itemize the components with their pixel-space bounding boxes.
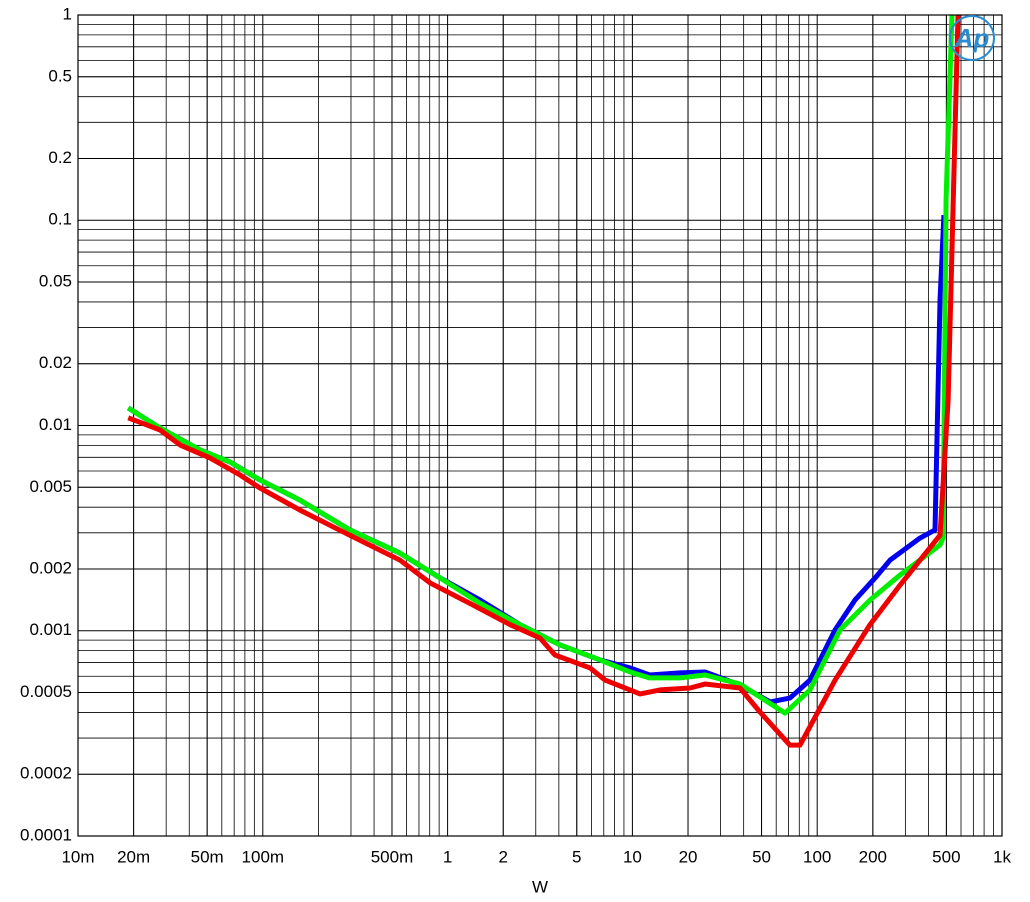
y-tick-label: 1 [63,4,72,23]
x-tick-label: 100 [803,847,831,866]
x-tick-label: 1 [443,847,452,866]
x-tick-label: 10m [61,847,94,866]
y-tick-label: 0.002 [29,558,72,577]
x-tick-label: 100m [242,847,285,866]
y-tick-label: 0.2 [48,148,72,167]
series-lines [126,15,961,748]
x-tick-label: 20 [679,847,698,866]
x-tick-label: 2 [498,847,507,866]
grid [77,14,1003,837]
y-tick-label: 0.01 [39,415,72,434]
x-tick-label: 50 [752,847,771,866]
series-line [126,15,955,716]
y-tick-label: 0.0002 [20,764,72,783]
y-tick-label: 0.005 [29,477,72,496]
series-line [127,15,961,748]
x-tick-label: 500 [932,847,960,866]
y-tick-label: 0.0005 [20,682,72,701]
x-tick-label: 5 [572,847,581,866]
x-tick-label: 10 [623,847,642,866]
x-axis-label: W [532,877,548,896]
y-tick-label: 0.05 [39,272,72,291]
y-tick-label: 0.02 [39,353,72,372]
y-tick-label: 0.1 [48,210,72,229]
x-tick-label: 1k [993,847,1011,866]
x-tick-label: 500m [371,847,414,866]
y-tick-label: 0.001 [29,620,72,639]
x-tick-label: 200 [859,847,887,866]
labels: 10m 20m 50m 100m 500m 1 2 5 10 20 50 100 200 500 1k 1 0.… [20,4,1011,866]
plot-frame [77,14,1003,837]
x-tick-label: 50m [191,847,224,866]
y-tick-label: 0.5 [48,66,72,85]
logo-ring [949,15,995,61]
logo: Ap [954,23,990,53]
y-tick-label: 0.0001 [20,825,72,844]
x-tick-label: 20m [117,847,150,866]
